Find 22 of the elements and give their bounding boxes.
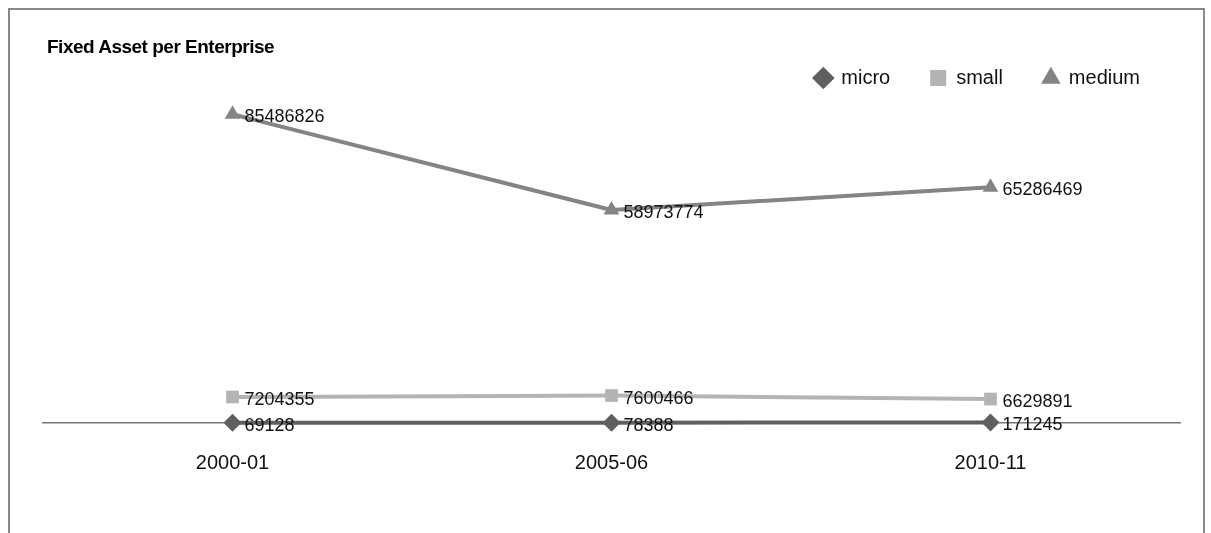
point <box>602 413 621 432</box>
point <box>603 201 620 215</box>
data-label: 58973774 <box>623 202 704 223</box>
data-label: 65286469 <box>1002 179 1083 200</box>
x-tick-label: 2000-01 <box>195 450 270 473</box>
legend-label: micro <box>841 65 891 88</box>
point <box>605 389 618 402</box>
data-label: 7204355 <box>244 388 315 409</box>
point <box>224 105 241 119</box>
point <box>984 392 997 406</box>
point <box>982 178 999 192</box>
legend-label: medium <box>1068 65 1141 88</box>
point <box>223 413 242 432</box>
x-tick-label: 2005-06 <box>574 450 649 473</box>
x-tick-label: 2010-11 <box>954 450 1027 473</box>
data-label: 7600466 <box>623 387 694 408</box>
point <box>981 413 1000 432</box>
data-label: 6629891 <box>1002 391 1073 412</box>
legend-label: small <box>956 65 1003 88</box>
data-label: 85486826 <box>244 106 325 127</box>
point <box>226 390 239 404</box>
chart-title: Fixed Asset per Enterprise <box>47 36 275 58</box>
